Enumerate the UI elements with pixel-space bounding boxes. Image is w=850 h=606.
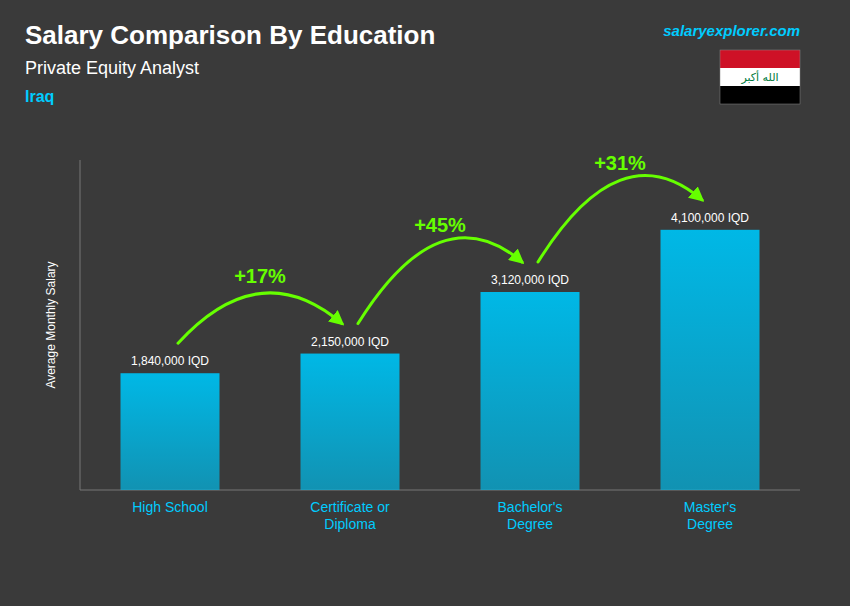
flag-text: الله أكبر — [740, 70, 778, 84]
data-label: 2,150,000 IQD — [311, 335, 389, 349]
category-label-line: Certificate or — [310, 499, 390, 515]
category-label-line: Degree — [507, 516, 553, 532]
flag-stripe — [720, 50, 800, 68]
category-label-line: High School — [132, 499, 208, 515]
change-arrow — [358, 238, 522, 324]
category-label: High School — [132, 499, 208, 515]
source: salaryexplorer.com — [663, 22, 800, 39]
flag-stripe — [720, 68, 800, 86]
data-label: 3,120,000 IQD — [491, 273, 569, 287]
category-label-line: Degree — [687, 516, 733, 532]
y-axis-line — [80, 160, 81, 490]
category-label-line: Master's — [684, 499, 736, 515]
category-label: Certificate orDiploma — [310, 499, 390, 532]
country: Iraq — [25, 88, 54, 105]
change-label: +45% — [414, 214, 466, 236]
change-label: +31% — [594, 152, 646, 174]
data-label: 4,100,000 IQD — [671, 211, 749, 225]
category-label-line: Bachelor's — [498, 499, 563, 515]
change-label: +17% — [234, 265, 286, 287]
category-label-line: Diploma — [324, 516, 376, 532]
background — [0, 0, 850, 606]
category-label: Master'sDegree — [684, 499, 736, 532]
change-arrow — [538, 176, 702, 262]
chart: Salary Comparison By Education Private Eq… — [0, 0, 850, 606]
bar — [481, 292, 580, 490]
bar — [301, 354, 400, 490]
category-label: Bachelor'sDegree — [498, 499, 563, 532]
change-arrow — [178, 293, 342, 343]
flag: الله أكبر — [720, 50, 800, 104]
flag-border — [720, 50, 800, 104]
subtitle: Private Equity Analyst — [25, 58, 199, 78]
title: Salary Comparison By Education — [25, 20, 435, 50]
bars — [121, 230, 760, 490]
bar — [121, 373, 220, 490]
flag-stripe — [720, 86, 800, 104]
y-axis-label: Average Monthly Salary — [44, 261, 58, 388]
data-label: 1,840,000 IQD — [131, 354, 209, 368]
bar — [661, 230, 760, 490]
